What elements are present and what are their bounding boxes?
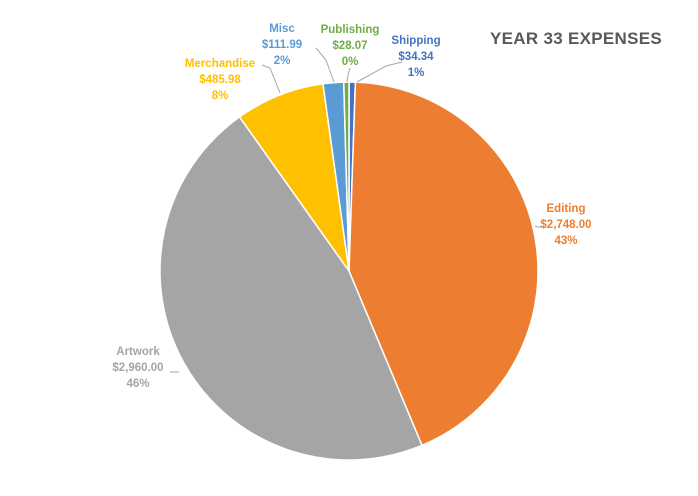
chart-title: YEAR 33 EXPENSES [490,29,663,48]
data-label-misc: Misc $111.99 2% [262,23,302,67]
data-label-value-artwork: $2,960.00 [112,362,163,374]
data-label-category-misc: Misc [269,23,295,35]
data-label-shipping: Shipping $34.34 1% [391,35,440,79]
data-label-editing: Editing $2,748.00 43% [540,203,591,247]
leader-line-misc [315,47,335,83]
leader-line-publishing [346,67,351,83]
data-label-value-misc: $111.99 [262,39,302,51]
data-label-category-shipping: Shipping [391,35,440,47]
data-label-percent-editing: 43% [554,235,577,247]
pie-slice-editing [348,81,539,447]
data-label-percent-merchandise: 8% [212,90,229,102]
data-label-category-merchandise: Merchandise [185,58,255,70]
data-label-artwork: Artwork $2,960.00 46% [112,346,163,390]
data-label-percent-publishing: 0% [342,56,359,68]
data-label-value-shipping: $34.34 [398,51,434,63]
leader-line-merchandise [261,64,281,94]
data-label-merchandise: Merchandise $485.98 8% [185,58,255,102]
data-label-value-editing: $2,748.00 [540,219,591,231]
leader-line-shipping [356,61,403,83]
data-label-percent-artwork: 46% [126,378,149,390]
data-label-percent-misc: 2% [274,55,291,67]
data-label-category-editing: Editing [547,203,586,215]
pie-slice-artwork [159,115,423,461]
pie-slice-publishing [342,81,350,272]
data-label-percent-shipping: 1% [408,67,425,79]
data-label-value-publishing: $28.07 [332,40,367,52]
data-label-category-publishing: Publishing [321,24,380,36]
data-label-category-artwork: Artwork [116,346,160,358]
leader-line-editing [534,225,546,228]
data-label-value-merchandise: $485.98 [199,74,241,86]
data-label-publishing: Publishing $28.07 0% [321,24,380,68]
